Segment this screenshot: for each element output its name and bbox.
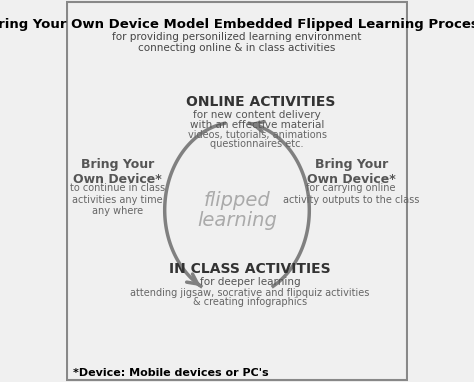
Text: to continue in class
activities any time
any where: to continue in class activities any time… — [70, 183, 165, 216]
Text: & creating infographics: & creating infographics — [193, 297, 307, 307]
Text: for carrying online
activity outputs to the class: for carrying online activity outputs to … — [283, 183, 419, 205]
Text: Bring Your Own Device Model Embedded Flipped Learning Process: Bring Your Own Device Model Embedded Fli… — [0, 18, 474, 31]
Text: attending jigsaw, socrative and flipquiz activities: attending jigsaw, socrative and flipquiz… — [130, 288, 370, 298]
Text: ONLINE ACTIVITIES: ONLINE ACTIVITIES — [186, 95, 336, 109]
Text: Bring Your
Own Device*: Bring Your Own Device* — [307, 158, 396, 186]
Text: for new content delivery: for new content delivery — [193, 110, 321, 120]
Text: IN CLASS ACTIVITIES: IN CLASS ACTIVITIES — [169, 262, 331, 276]
Text: connecting online & in class activities: connecting online & in class activities — [138, 43, 336, 53]
Text: for deeper learning: for deeper learning — [200, 277, 301, 287]
Text: with an effective material: with an effective material — [190, 120, 324, 130]
Text: videos, tutorials, animations: videos, tutorials, animations — [188, 130, 327, 140]
Text: learning: learning — [197, 210, 277, 230]
Text: questionnaires etc.: questionnaires etc. — [210, 139, 304, 149]
Text: Bring Your
Own Device*: Bring Your Own Device* — [73, 158, 162, 186]
Text: for providing personilized learning environment: for providing personilized learning envi… — [112, 32, 362, 42]
Text: flipped: flipped — [204, 191, 270, 209]
Text: *Device: Mobile devices or PC's: *Device: Mobile devices or PC's — [73, 368, 268, 378]
